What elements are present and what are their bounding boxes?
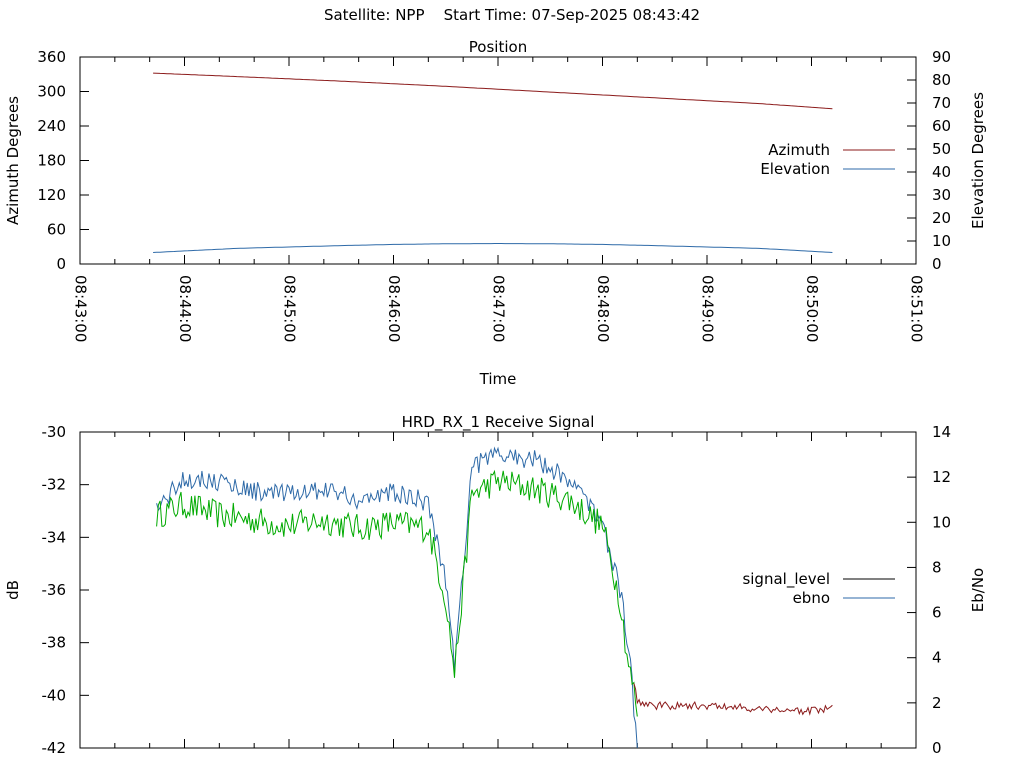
y-tick-label: -30 xyxy=(42,423,67,441)
x-tick-label: 08:45:00 xyxy=(281,275,299,342)
y-tick-label: -38 xyxy=(42,634,67,652)
x-tick-label: 08:44:00 xyxy=(176,275,194,342)
x-tick-label: 08:51:00 xyxy=(908,275,926,342)
series-line-azimuth xyxy=(153,72,833,110)
y2-tick-label: 20 xyxy=(932,209,951,227)
series-line-signal-level-low xyxy=(633,683,833,716)
chart-title: HRD_RX_1 Receive Signal xyxy=(402,413,595,432)
y2-tick-label: 0 xyxy=(932,255,942,273)
legend-label: ebno xyxy=(793,589,830,607)
y2-tick-label: 90 xyxy=(932,48,951,66)
y2-tick-label: 80 xyxy=(932,71,951,89)
x-tick-label: 08:48:00 xyxy=(594,275,612,342)
y-axis-label: dB xyxy=(4,580,22,600)
y-tick-label: -40 xyxy=(42,686,67,704)
y2-tick-label: 50 xyxy=(932,140,951,158)
legend-label: Azimuth xyxy=(768,141,830,159)
page-title: Satellite: NPP Start Time: 07-Sep-2025 0… xyxy=(323,6,701,24)
y2-tick-label: 6 xyxy=(932,604,942,622)
series-line-signal-level xyxy=(156,469,638,717)
y-tick-label: 180 xyxy=(37,152,66,170)
x-tick-label: 08:47:00 xyxy=(490,275,508,342)
legend-label: Elevation xyxy=(760,160,830,178)
y2-tick-label: 40 xyxy=(932,163,951,181)
y-tick-label: 300 xyxy=(37,83,66,101)
y-tick-label: -36 xyxy=(42,581,67,599)
y2-tick-label: 70 xyxy=(932,94,951,112)
series-line-ebno xyxy=(156,446,638,749)
y-tick-label: -32 xyxy=(42,476,67,494)
y-axis-label: Azimuth Degrees xyxy=(4,96,22,225)
x-tick-label: 08:46:00 xyxy=(385,275,403,342)
x-tick-label: 08:49:00 xyxy=(699,275,717,342)
y2-tick-label: 0 xyxy=(932,739,942,757)
chart-title: Position xyxy=(469,38,527,56)
y-tick-label: 120 xyxy=(37,186,66,204)
y-tick-label: -34 xyxy=(42,528,67,546)
y-tick-label: 0 xyxy=(56,255,66,273)
y-tick-label: -42 xyxy=(42,739,67,757)
y2-tick-label: 4 xyxy=(932,649,942,667)
y2-tick-label: 10 xyxy=(932,232,951,250)
x-axis-label: Time xyxy=(479,370,517,388)
y2-tick-label: 12 xyxy=(932,468,951,486)
x-tick-label: 08:43:00 xyxy=(72,275,90,342)
series-line-elevation xyxy=(153,243,833,253)
y2-axis-label: Elevation Degrees xyxy=(969,92,987,229)
y2-tick-label: 30 xyxy=(932,186,951,204)
y2-tick-label: 14 xyxy=(932,423,951,441)
legend-label: signal_level xyxy=(742,570,830,589)
y2-tick-label: 8 xyxy=(932,558,942,576)
y-tick-label: 240 xyxy=(37,117,66,135)
y-tick-label: 360 xyxy=(37,48,66,66)
y2-tick-label: 10 xyxy=(932,513,951,531)
y2-tick-label: 2 xyxy=(932,694,942,712)
y2-tick-label: 60 xyxy=(932,117,951,135)
y2-axis-label: Eb/No xyxy=(969,568,987,612)
x-tick-label: 08:50:00 xyxy=(803,275,821,342)
y-tick-label: 60 xyxy=(47,221,66,239)
